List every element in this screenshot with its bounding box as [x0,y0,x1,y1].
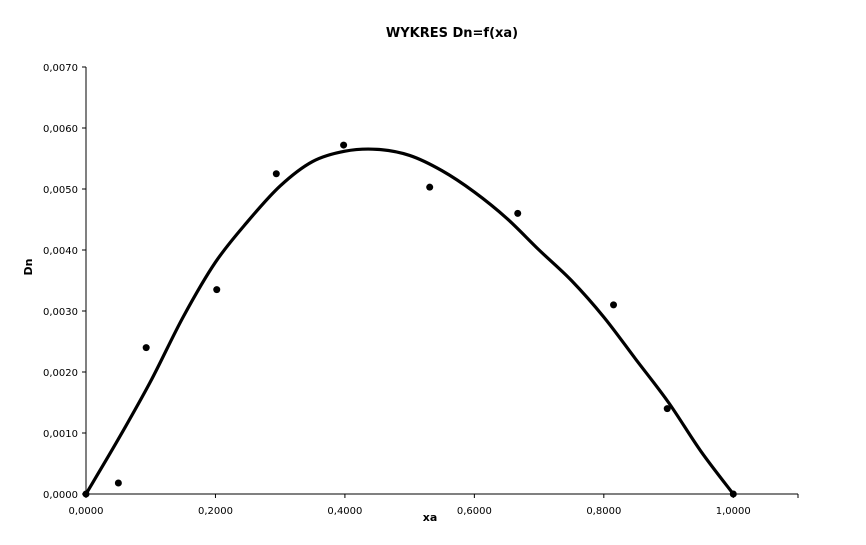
chart-title: WYKRES Dn=f(xa) [386,26,518,41]
x-tick-label: 1,0000 [716,506,751,517]
data-point [729,490,737,498]
data-point [340,141,348,149]
data-point [610,301,618,309]
y-tick-label: 0,0030 [43,307,78,318]
data-point [82,490,90,498]
x-tick-label: 0,2000 [198,506,233,517]
data-point [426,183,434,191]
y-tick-label: 0,0050 [43,185,78,196]
data-point [142,344,150,352]
data-point [663,405,671,413]
y-tick-label: 0,0070 [43,63,78,74]
y-tick-label: 0,0010 [43,429,78,440]
data-point [114,479,122,487]
y-tick-label: 0,0060 [43,124,78,135]
y-axis-title: Dn [22,259,35,276]
y-tick-label: 0,0040 [43,246,78,257]
y-tick-label: 0,0000 [43,490,78,501]
x-tick-label: 0,4000 [327,506,362,517]
trend-line [84,147,735,496]
y-tick-label: 0,0020 [43,368,78,379]
data-point [272,170,280,178]
data-point [514,209,522,217]
x-tick-label: 0,6000 [457,506,492,517]
data-point [213,286,221,294]
x-tick-label: 0,8000 [586,506,621,517]
x-tick-label: 0,0000 [69,506,104,517]
x-axis-title: xa [423,511,438,524]
